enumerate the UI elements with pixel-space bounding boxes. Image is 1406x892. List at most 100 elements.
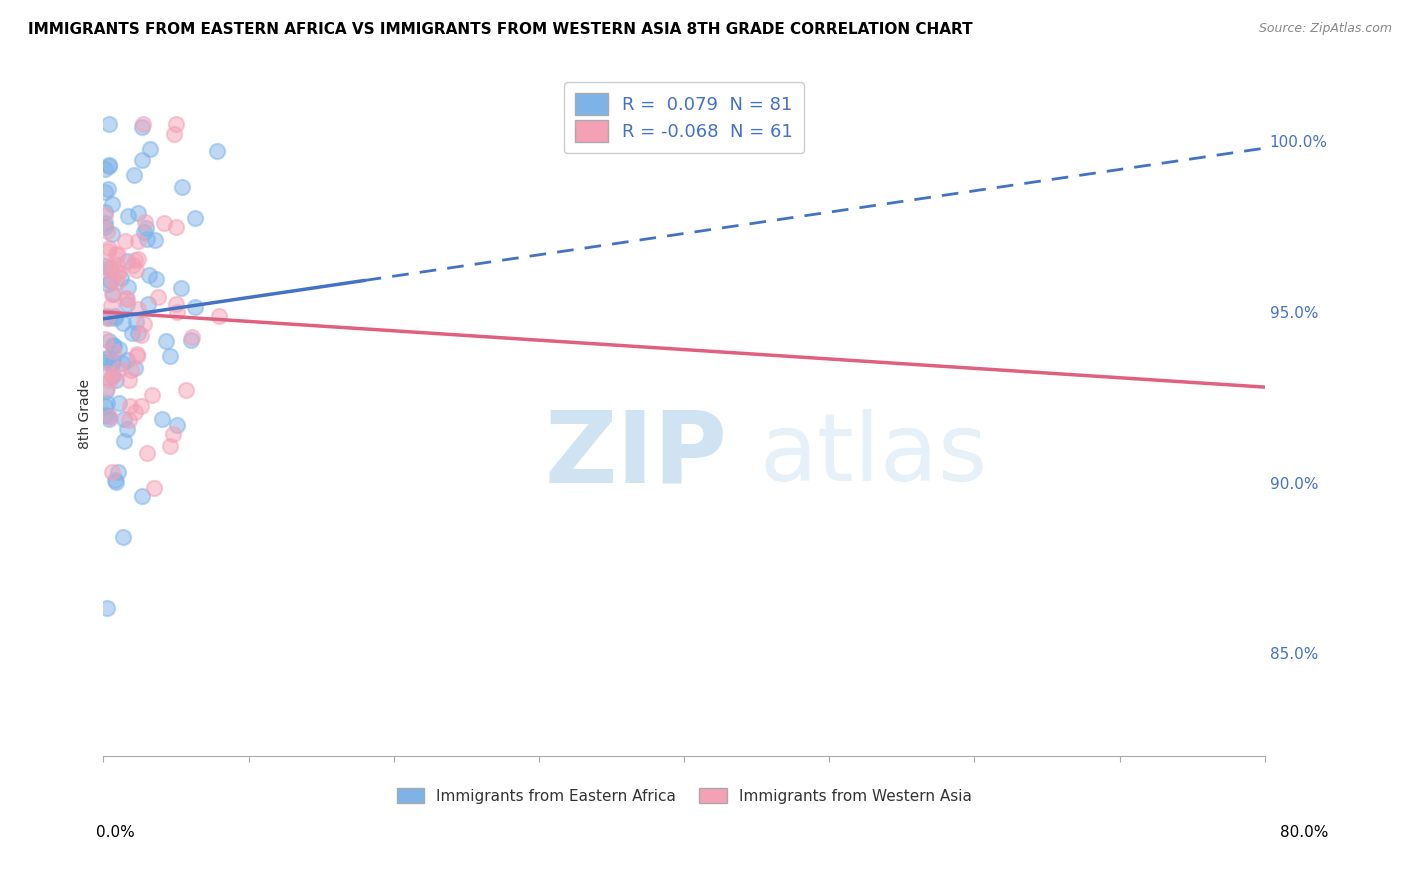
Point [135,232,157,246]
Point [97,409,120,424]
Point [127,206,149,220]
Point [104,475,127,489]
Point [129,399,152,413]
Point [101,273,124,287]
Point [98,334,121,348]
Point [105,258,128,272]
Point [107,465,129,479]
Point [112,434,135,449]
Text: IMMIGRANTS FROM EASTERN AFRICA VS IMMIGRANTS FROM WESTERN ASIA 8TH GRADE CORRELA: IMMIGRANTS FROM EASTERN AFRICA VS IMMIGR… [28,22,973,37]
Text: 80.0%: 80.0% [1281,825,1329,839]
Point [107,248,129,262]
Point [111,356,134,370]
Point [101,227,124,241]
Point [115,297,138,311]
Point [98,310,121,325]
Point [115,253,138,268]
Point [96,224,118,238]
Point [94,351,117,366]
Point [134,215,156,229]
Point [100,357,122,371]
Point [121,326,143,340]
Point [101,196,124,211]
Point [101,354,124,368]
Point [96,311,118,326]
Point [138,268,160,282]
Point [162,427,184,442]
Point [105,276,128,290]
Point [166,305,188,319]
Point [166,117,188,131]
Point [94,161,117,176]
Point [104,309,127,323]
Point [134,318,156,332]
Text: atlas: atlas [759,409,988,501]
Point [94,384,117,398]
Point [108,396,131,410]
Point [208,309,231,323]
Point [127,326,149,341]
Point [184,211,207,226]
Point [127,234,149,248]
Point [153,216,176,230]
Point [100,261,122,276]
Point [132,225,155,239]
Point [94,408,117,422]
Point [145,271,167,285]
Point [131,120,153,134]
Point [107,342,129,356]
Point [166,418,188,433]
Point [124,361,146,376]
Point [94,216,117,230]
Point [97,117,120,131]
Point [174,383,197,397]
Point [127,301,149,316]
Point [108,361,131,376]
Point [97,277,120,291]
Point [104,474,127,488]
Point [108,265,131,279]
Point [96,351,118,366]
Point [111,316,134,330]
Point [124,404,146,418]
Point [101,338,124,352]
Point [98,409,121,424]
Point [129,327,152,342]
Point [100,299,122,313]
Point [139,142,162,156]
Point [125,347,148,361]
Point [150,411,173,425]
Point [97,411,120,425]
Y-axis label: 8th Grade: 8th Grade [79,379,93,450]
Point [94,220,117,235]
Point [165,219,187,234]
Point [122,168,145,182]
Point [94,185,117,199]
Point [120,363,142,377]
Point [101,343,124,358]
Point [94,205,117,219]
Point [98,274,121,288]
Point [118,373,141,387]
Point [104,247,127,261]
Point [159,439,181,453]
Point [97,182,120,196]
Point [143,233,166,247]
Point [103,338,125,352]
Legend: Immigrants from Eastern Africa, Immigrants from Western Asia: Immigrants from Eastern Africa, Immigran… [391,781,977,810]
Point [101,465,124,479]
Point [117,292,139,306]
Point [141,388,163,402]
Point [111,530,134,544]
Point [97,158,120,172]
Point [105,373,128,387]
Point [122,258,145,272]
Point [180,333,202,347]
Point [118,413,141,427]
Point [94,260,117,274]
Point [131,153,153,167]
Point [94,355,117,369]
Point [96,309,118,323]
Point [98,261,121,276]
Point [136,445,159,459]
